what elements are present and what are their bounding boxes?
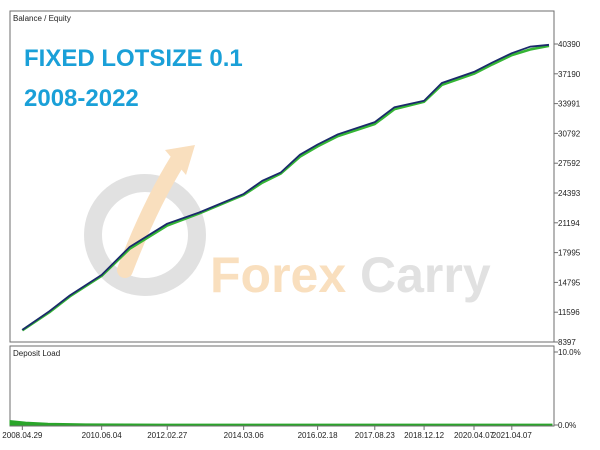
deposit-y-tick-label: 10.0% bbox=[558, 348, 581, 357]
watermark-text-forex: Forex bbox=[210, 247, 346, 303]
x-tick-label: 2012.02.27 bbox=[147, 431, 188, 440]
y-axis-deposit: 10.0% 0.0% bbox=[554, 348, 581, 430]
x-axis: 2008.04.29 2010.06.04 2012.02.27 2014.03.06… bbox=[2, 426, 532, 440]
balance-line bbox=[21, 43, 550, 331]
watermark-arrow-icon bbox=[117, 152, 186, 278]
y-tick-label: 17995 bbox=[558, 249, 581, 258]
forexcarry-watermark: Forex Carry bbox=[84, 145, 491, 303]
watermark-text-carry: Carry bbox=[360, 247, 491, 303]
x-tick-label: 2008.04.29 bbox=[2, 431, 43, 440]
balance-panel-frame bbox=[9, 10, 555, 343]
y-tick-label: 40390 bbox=[558, 40, 581, 49]
y-tick-label: 24393 bbox=[558, 189, 581, 198]
deposit-y-tick-label: 0.0% bbox=[558, 421, 576, 430]
y-tick-label: 33991 bbox=[558, 100, 581, 109]
deposit-load-area bbox=[9, 420, 553, 426]
y-tick-label: 30792 bbox=[558, 129, 581, 138]
balance-equity-label: Balance / Equity bbox=[13, 14, 71, 23]
x-tick-label: 2017.08.23 bbox=[355, 431, 396, 440]
equity-line bbox=[21, 44, 550, 332]
y-axis-main: 40390 37190 33991 30792 27592 24393 21194 17995… bbox=[554, 40, 581, 347]
y-tick-label: 11596 bbox=[558, 308, 580, 317]
x-tick-label: 2010.06.04 bbox=[82, 431, 123, 440]
watermark-arrowhead-icon bbox=[165, 145, 195, 175]
x-tick-label: 2018.12.12 bbox=[404, 431, 445, 440]
x-tick-label: 2014.03.06 bbox=[224, 431, 265, 440]
deposit-panel-frame bbox=[9, 345, 555, 427]
balance-equity-series bbox=[21, 43, 550, 332]
headline-lotsize: FIXED LOTSIZE 0.1 bbox=[24, 45, 243, 72]
y-tick-label: 27592 bbox=[558, 159, 581, 168]
y-tick-label: 8397 bbox=[558, 338, 576, 347]
deposit-load-series bbox=[9, 420, 553, 426]
watermark-ring-icon bbox=[84, 174, 206, 296]
y-tick-label: 14795 bbox=[558, 278, 581, 287]
deposit-load-label: Deposit Load bbox=[13, 349, 60, 358]
y-tick-label: 21194 bbox=[558, 219, 580, 228]
x-tick-label: 2021.04.07 bbox=[492, 431, 533, 440]
x-tick-label: 2020.04.07 bbox=[454, 431, 495, 440]
y-tick-label: 37190 bbox=[558, 70, 581, 79]
x-tick-label: 2016.02.18 bbox=[298, 431, 339, 440]
headline-years: 2008-2022 bbox=[24, 85, 139, 112]
